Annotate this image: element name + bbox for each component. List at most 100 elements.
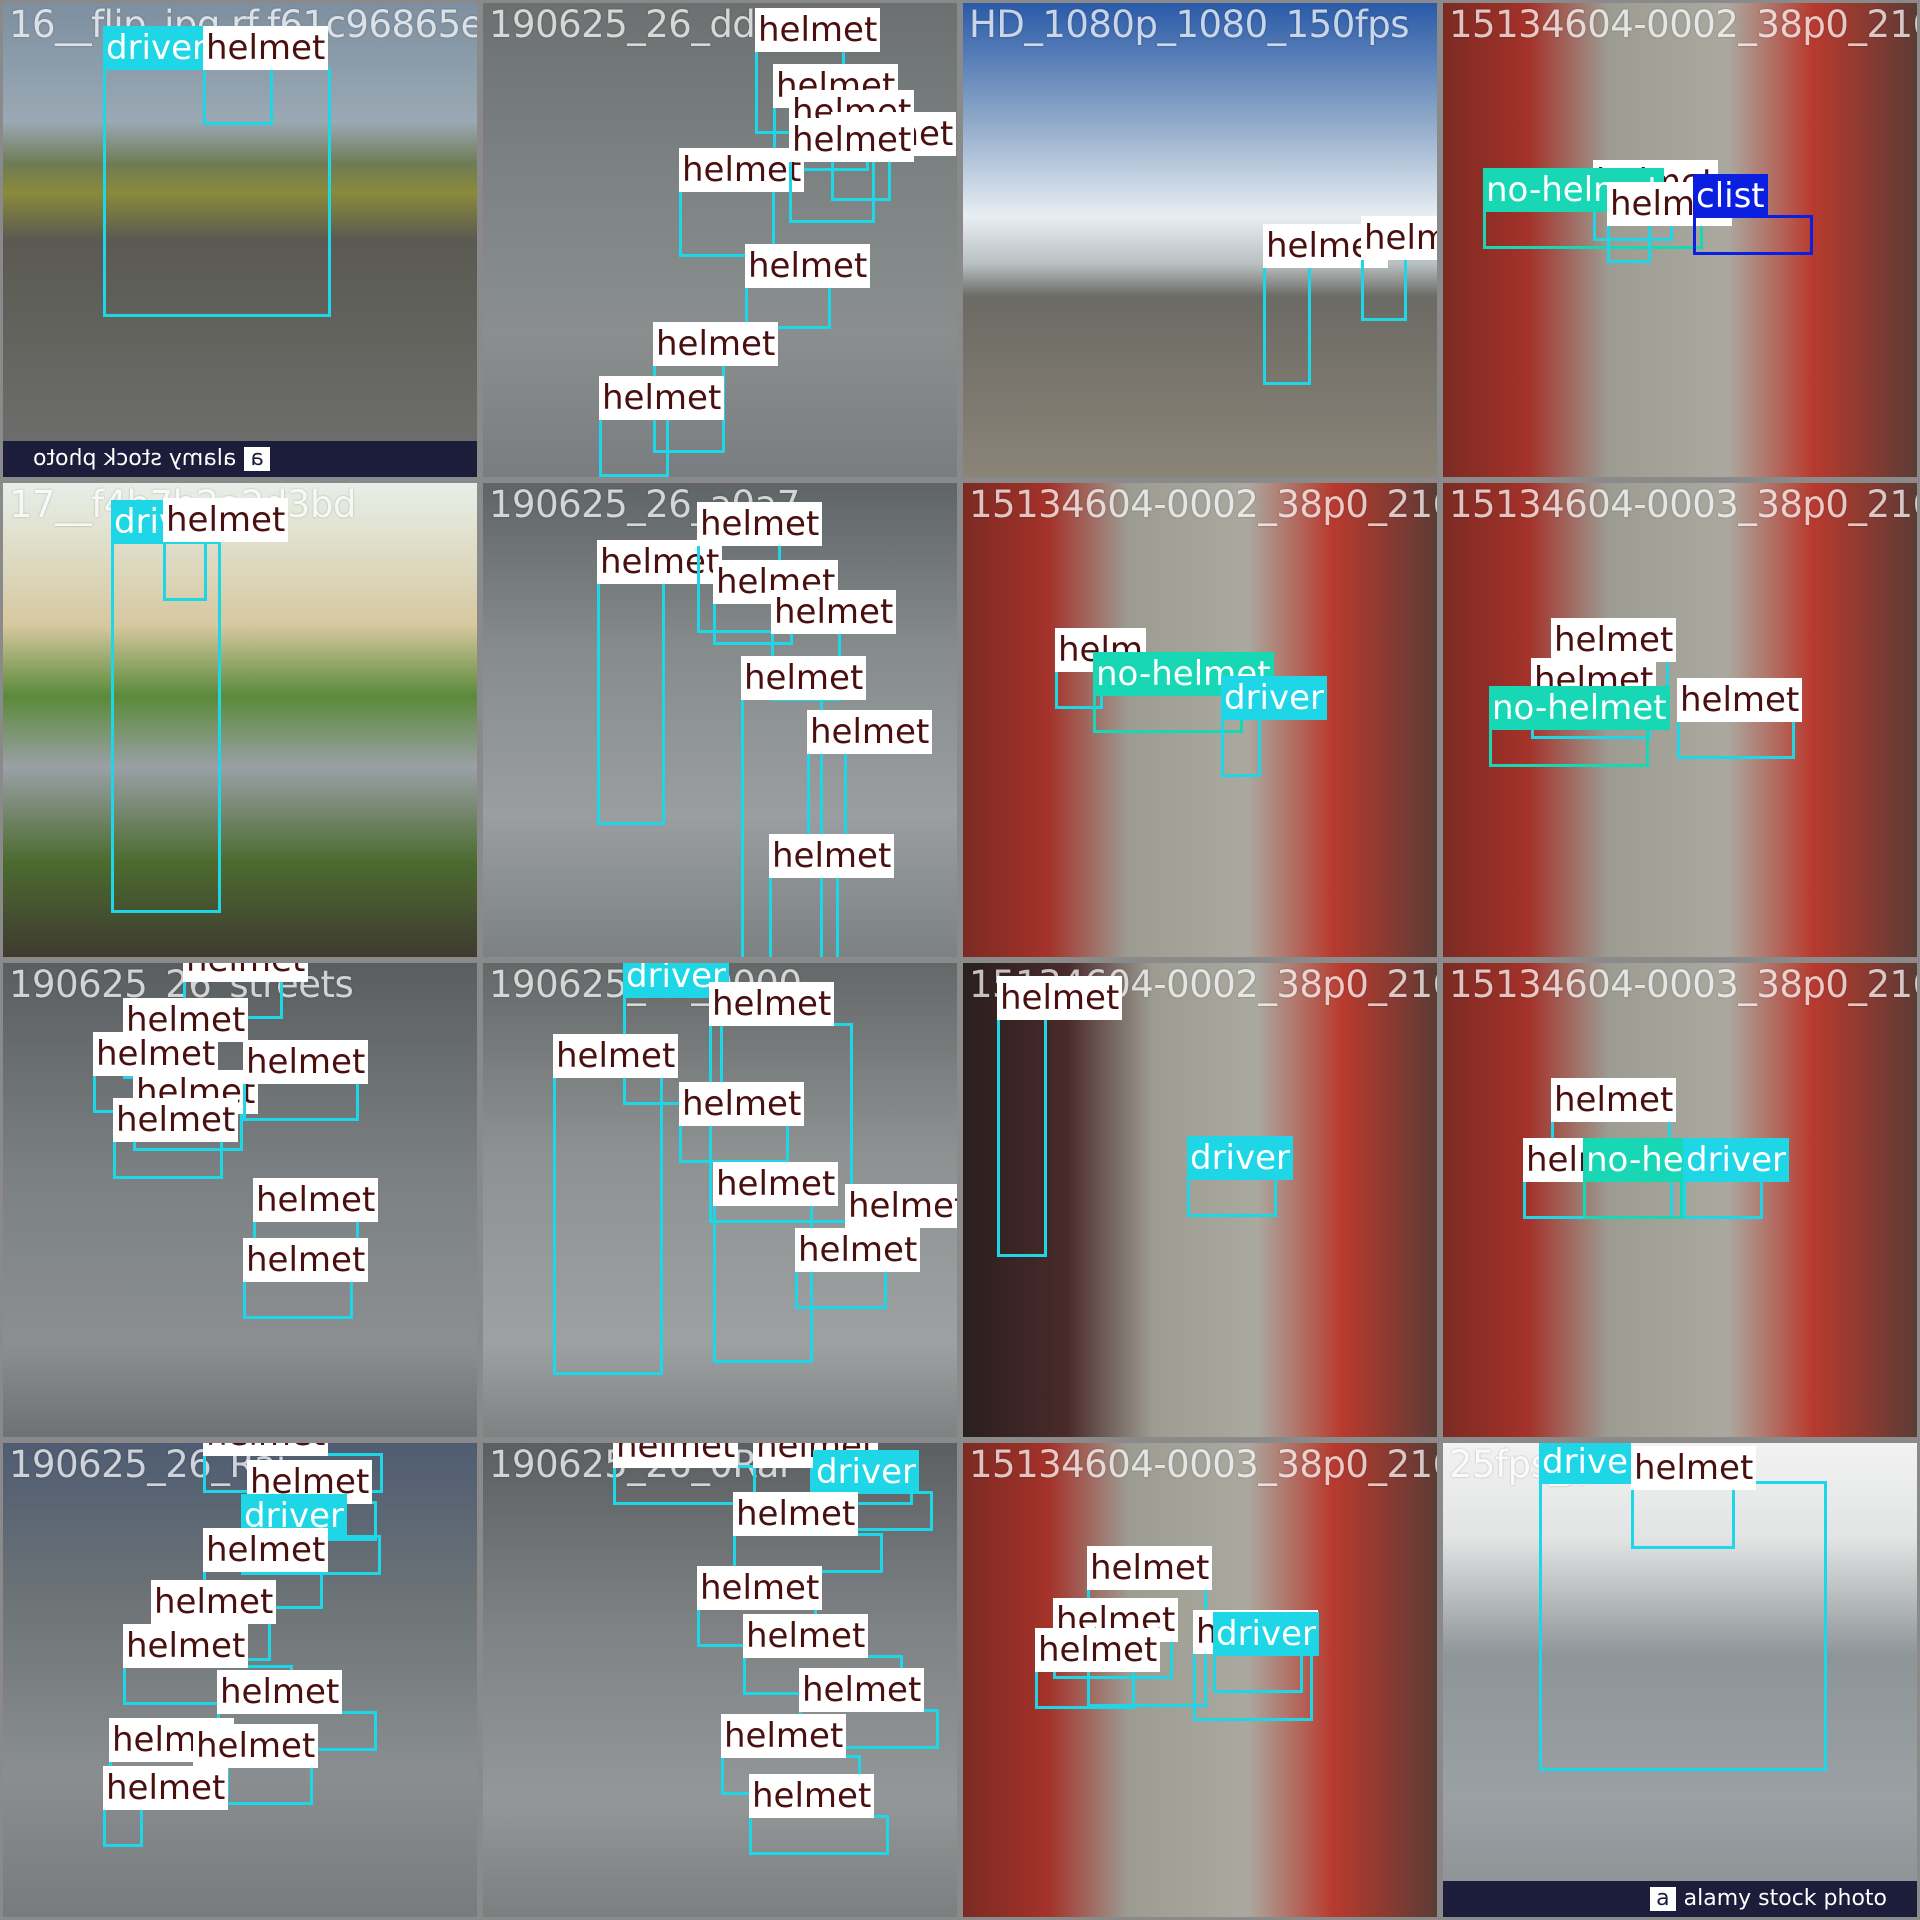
image-filename: 15134604-0003_38p0_2160 [1449, 483, 1920, 526]
bounding-box-driver: driver [813, 1450, 933, 1531]
class-label: helmet [1677, 678, 1803, 722]
image-tile: 190625_26_0Raihelmethelmetdriverhelmethe… [480, 1440, 960, 1920]
bounding-box-helmet: helmet [203, 26, 329, 125]
class-label: helmet [1361, 216, 1437, 260]
class-label: helmet [679, 1082, 805, 1126]
class-label: helmet [679, 148, 805, 192]
bounding-box-cyclist: clist [1693, 174, 1813, 255]
image-filename: 15134604-0003_38p0_2160 [969, 1443, 1440, 1486]
image-tile: 25fps_jpb5f28b4drivehelmetaalamy stock p… [1440, 1440, 1920, 1920]
class-label: helmet [123, 1624, 249, 1668]
watermark-text: alamy stock photo [1683, 1886, 1887, 1911]
class-label: helmet [203, 26, 329, 70]
bounding-box-helmet: helmet [679, 148, 805, 257]
bounding-box-nohelmet: no-he [1583, 1138, 1687, 1219]
class-label: helmet [795, 1228, 921, 1272]
bounding-box-helmet: helmet [597, 540, 723, 825]
photo-scene [3, 3, 477, 477]
class-label: helmet [741, 656, 867, 700]
bounding-box-helmet: helmet [163, 498, 289, 601]
stock-watermark: a alamy stock photo [1443, 1881, 1917, 1917]
bounding-box-helmet: helmet [697, 1566, 823, 1647]
class-label: helmet [789, 118, 915, 162]
bounding-box-helmet: helmet [217, 1670, 377, 1751]
image-tile: 15134604-0003_38p0_2160 helmet helmet no-he… [1440, 480, 1920, 960]
class-label: helmet [1631, 1446, 1757, 1490]
bounding-box-helmet: helmet [743, 1614, 903, 1695]
class-label: helmet [253, 1178, 379, 1222]
watermark-text: alamy stock photo [33, 446, 237, 471]
bounding-box-helmet: helmet [1035, 1628, 1161, 1709]
image-filename: HD_1080p_1080_150fps [969, 3, 1410, 46]
bounding-box-driver: driver [1683, 1138, 1790, 1219]
class-label: helmet [771, 590, 897, 634]
class-label: helmet [183, 963, 309, 982]
class-label: helmet [163, 498, 289, 542]
bounding-box-helmet: helmet [1677, 678, 1803, 759]
bounding-box-helmet: helmet [755, 8, 881, 134]
bounding-box-helmet: helmet [1087, 1546, 1213, 1707]
bounding-box-helmet: helmet [845, 1184, 957, 1265]
image-tile: 190625_26_0000driverhelmethelmethelmethe… [480, 960, 960, 1440]
alamy-logo-icon: a [244, 446, 270, 471]
bounding-box-helmet: helmet [183, 963, 309, 1019]
image-tile: 15134604-0002_38p0_2160 helmet driver [960, 960, 1440, 1440]
bounding-box-helmet: helmet [709, 982, 853, 1223]
class-label: helmet [997, 976, 1123, 1020]
class-label: helmet [243, 1040, 369, 1084]
photo-scene [1443, 1443, 1917, 1917]
bounding-box-helmet: helmet [799, 1668, 939, 1749]
bounding-box-helmet: helmet [253, 1178, 379, 1259]
class-label: helmet [755, 8, 881, 52]
class-label: driver [103, 26, 210, 70]
stock-watermark: a alamy stock photo [3, 441, 477, 477]
class-label: helmet [845, 1184, 957, 1228]
bounding-box-helmet: helmet [741, 656, 867, 957]
bounding-box-helmet: helmet [789, 118, 915, 223]
class-label: helmet [697, 1566, 823, 1610]
bounding-box-helmet: helmet [769, 834, 895, 957]
bounding-box-helmet: helmet [243, 1040, 369, 1121]
image-tile: 190625_26_streets helmet helmet helmet helme… [0, 960, 480, 1440]
image-tile: 15134604-0002_38p0_2160helmetno-helmethe… [1440, 0, 1920, 480]
bounding-box-helmet: helmet [599, 376, 725, 477]
class-label: helmet [103, 1766, 229, 1810]
image-tile: 17__f4b7b2a2d3bddriverhelmet [0, 480, 480, 960]
class-label: helmet [1551, 1078, 1677, 1122]
photo-scene [963, 963, 1437, 1437]
photo-scene [963, 1443, 1437, 1917]
image-filename: 190625_26_dd [489, 3, 756, 46]
class-label: clist [1693, 174, 1768, 218]
bounding-box-helmet: helmet [653, 322, 779, 453]
bounding-box-helmet: helmet [745, 244, 871, 329]
class-label: helmet [113, 1098, 239, 1142]
photo-scene [3, 483, 477, 957]
bounding-box-helmet: helmet [795, 1228, 921, 1309]
bounding-box-driver: driver [1221, 676, 1328, 777]
class-label: helmet [613, 1443, 739, 1468]
class-label: helmet [151, 1580, 277, 1624]
image-tile: 190625_26_Raihelmethelmetdriverhelmethel… [0, 1440, 480, 1920]
image-tile: 16__flip_jpg.rf.f61c96865e79 driver helmet… [0, 0, 480, 480]
class-label: driver [1683, 1138, 1790, 1182]
class-label: helmet [713, 1162, 839, 1206]
class-label: helmet [203, 1443, 329, 1456]
bounding-box-helmet: helmet [103, 1766, 229, 1847]
bounding-box-helmet: helmet [1361, 216, 1437, 321]
class-label: helmet [203, 1528, 329, 1572]
photo-scene [3, 963, 477, 1437]
class-label: helmet [1035, 1628, 1161, 1672]
image-tile: 15134604-0003_38p0_2160 helmet helm no-he dr… [1440, 960, 1920, 1440]
bounding-box-helmet: helmet [1607, 182, 1733, 263]
class-label: helmet [653, 322, 779, 366]
class-label: helmet [799, 1668, 925, 1712]
bounding-box-driver: driver [1187, 1136, 1294, 1217]
bounding-box-helmet: helmet [733, 1492, 883, 1573]
class-label: helmet [553, 1034, 679, 1078]
image-tile: 15134604-0002_38p0_2160 helm no-helmet driv… [960, 480, 1440, 960]
bounding-box-helmet: helmet [553, 1034, 679, 1375]
bounding-box-helmet: helmet [997, 976, 1123, 1257]
image-filename: 15134604-0003_38p0_2160 [1449, 963, 1920, 1006]
bounding-box-nohelmet: no-helmet [1489, 686, 1670, 767]
